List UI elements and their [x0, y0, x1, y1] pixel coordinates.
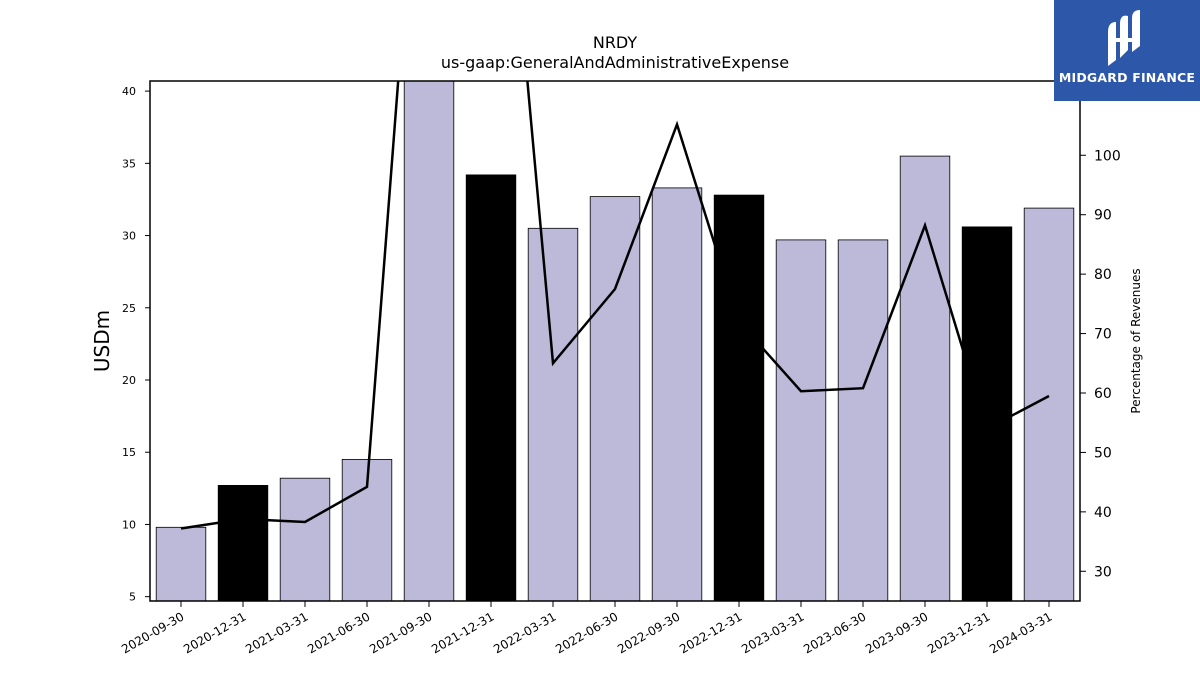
x-tick-label: 2020-12-31: [181, 609, 248, 656]
bar-2023-06-30: [837, 239, 889, 601]
brand-logo: MIDGARD FINANCE: [1054, 0, 1200, 101]
x-tick-label: 2024-03-31: [987, 609, 1054, 656]
x-axis: 2020-09-302020-12-312021-03-312021-06-30…: [119, 601, 1055, 656]
bar-2022-06-30: [589, 196, 641, 601]
y-tick-label: 30: [122, 230, 136, 243]
bar-2021-12-31: [465, 174, 517, 601]
bar-2022-09-30: [651, 187, 703, 601]
x-tick-label: 2023-03-31: [739, 609, 806, 656]
x-tick-label: 2022-06-30: [553, 609, 620, 656]
y2-tick-label: 40: [1094, 505, 1112, 521]
y2-tick-label: 60: [1094, 386, 1112, 402]
x-tick-label: 2021-09-30: [367, 609, 434, 656]
x-tick-label: 2022-12-31: [677, 609, 744, 656]
percentage-of-revenues-line: [180, 81, 1050, 530]
y-axis-label: USDm: [90, 310, 114, 372]
x-tick-label: 2023-09-30: [863, 609, 930, 656]
x-tick-label: 2021-06-30: [305, 609, 372, 656]
y2-tick-label: 50: [1094, 445, 1112, 461]
chart-subtitle: us-gaap:GeneralAndAdministrativeExpense: [441, 53, 789, 72]
x-tick-label: 2021-12-31: [429, 609, 496, 656]
y-tick-label: 15: [122, 446, 136, 459]
bar-2022-12-31: [713, 194, 765, 601]
x-tick-label: 2021-03-31: [243, 609, 310, 656]
bar-2022-03-31: [527, 227, 579, 601]
y2-tick-label: 100: [1094, 148, 1121, 164]
y-tick-label: 35: [122, 157, 136, 170]
y-tick-label: 10: [122, 518, 136, 531]
bar-2021-09-30: [403, 81, 455, 601]
bar-2023-12-31: [961, 226, 1013, 601]
y-tick-label: 20: [122, 374, 136, 387]
y-axis-right: 30405060708090100110: [1080, 89, 1121, 580]
y-tick-label: 25: [122, 302, 136, 315]
x-tick-label: 2023-12-31: [925, 609, 992, 656]
bar-2023-03-31: [775, 239, 827, 601]
y2-tick-label: 90: [1094, 208, 1112, 224]
y2-tick-label: 30: [1094, 564, 1112, 580]
bar-2023-09-30: [899, 155, 951, 601]
x-tick-label: 2020-09-30: [119, 609, 186, 656]
y2-axis-label: Percentage of Revenues: [1129, 268, 1143, 413]
logo-mark-icon: [1108, 10, 1140, 66]
y-tick-label: 40: [122, 85, 136, 98]
x-tick-label: 2022-09-30: [615, 609, 682, 656]
y-tick-label: 5: [129, 591, 136, 604]
chart-title: NRDY: [593, 33, 638, 52]
bar-2020-09-30: [155, 526, 207, 601]
bars-layer: [155, 81, 1075, 601]
logo-text: MIDGARD FINANCE: [1058, 70, 1196, 85]
line-layer: [180, 81, 1050, 530]
x-tick-label: 2022-03-31: [491, 609, 558, 656]
y2-tick-label: 80: [1094, 267, 1112, 283]
x-tick-label: 2023-06-30: [801, 609, 868, 656]
bar-2021-03-31: [279, 477, 331, 601]
y-axis-left: 5 10 15 20 25 30 35 40: [122, 85, 150, 604]
bar-2020-12-31: [217, 484, 269, 601]
y2-tick-label: 70: [1094, 327, 1112, 343]
